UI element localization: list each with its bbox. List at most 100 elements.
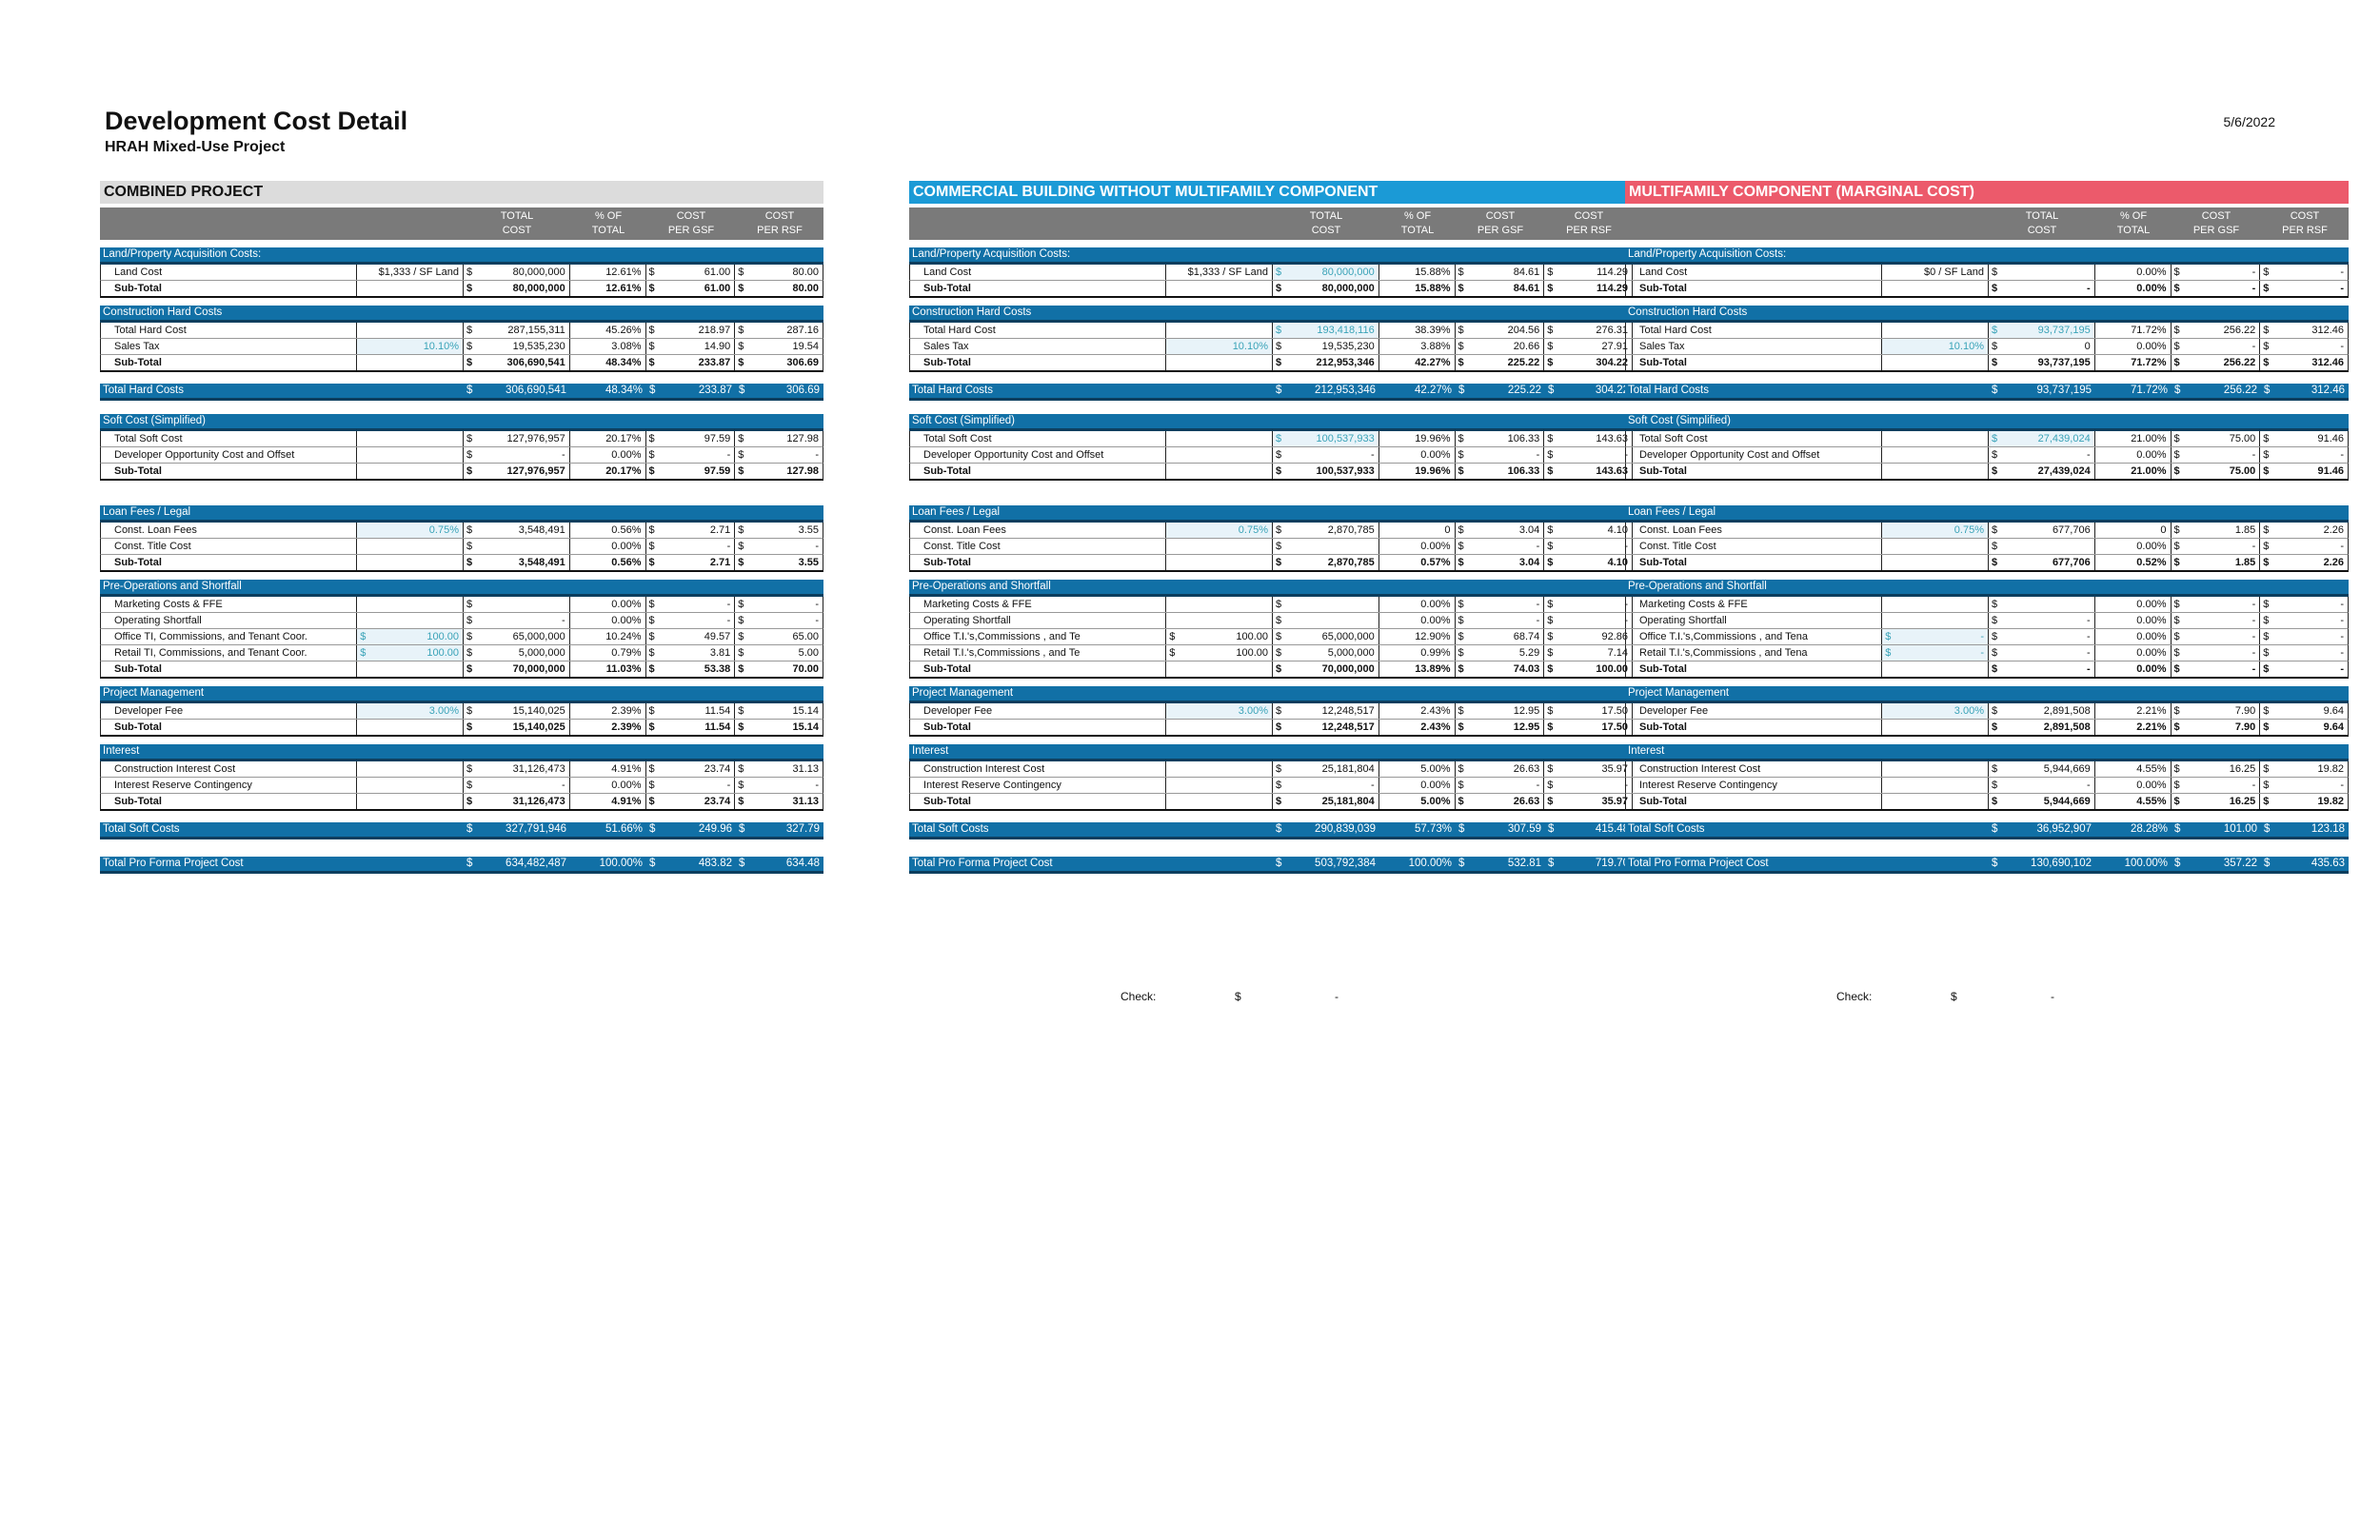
currency-symbol: $ [1992, 433, 1998, 444]
currency-symbol: $ [2174, 858, 2181, 869]
currency-symbol: $ [466, 647, 473, 659]
cell-value: 9.64 [2323, 705, 2344, 717]
value-cell: 0.99% [1379, 645, 1456, 661]
currency-symbol: $ [1276, 823, 1282, 835]
assumption-cell [1882, 661, 1989, 677]
cost-table-1: COMMERCIAL BUILDING WITHOUT MULTIFAMILY … [909, 181, 1633, 879]
row-spacer [1625, 839, 2349, 845]
column-header: COST PER GSF [1456, 207, 1545, 240]
line-item-label: Sub-Total [910, 794, 1167, 809]
assumption-cell[interactable]: 10.10% [357, 339, 464, 354]
value-cell: $92.86 [1544, 629, 1632, 644]
group-header: Land/Property Acquisition Costs: [100, 247, 823, 265]
cell-value: 5,000,000 [518, 647, 565, 659]
column-header-line: TOTAL [1309, 210, 1343, 222]
currency-symbol: $ [466, 449, 473, 461]
assumption-cell[interactable]: $ - [1882, 629, 1989, 644]
cell-value: 127,976,957 [506, 433, 565, 444]
value-cell: $276.31 [1544, 323, 1632, 338]
total-label: Total Hard Costs [1628, 385, 1710, 396]
cell-value: 0.57% [1420, 557, 1451, 568]
value-cell: $ - [2260, 339, 2348, 354]
cell-value: 5.00% [1420, 796, 1451, 807]
value-cell: $12.95 [1456, 720, 1545, 735]
cell-value: 5.29 [1518, 647, 1540, 659]
currency-symbol: $ [466, 823, 473, 835]
value-cell: $97.59 [646, 431, 736, 446]
line-item-label: Sub-Total [101, 555, 358, 570]
value-cell: $ - [2260, 539, 2348, 554]
currency-symbol: $ [1458, 524, 1464, 536]
value-cell: $91.46 [2260, 431, 2348, 446]
cell-value: 634,482,487 [506, 858, 566, 869]
assumption-cell[interactable]: 3.00% [1882, 703, 1989, 719]
assumption-cell[interactable]: $100.00 [357, 645, 464, 661]
currency-symbol: $ [1548, 858, 1555, 869]
assumption-cell[interactable]: 3.00% [357, 703, 464, 719]
currency-symbol: $ [1276, 325, 1282, 336]
currency-symbol: $ [1992, 325, 1998, 336]
currency-symbol: $ [648, 780, 655, 791]
column-header-line: % OF [594, 210, 623, 222]
currency-symbol: $ [1547, 780, 1554, 791]
assumption-cell[interactable]: 0.75% [357, 523, 464, 538]
assumption-cell[interactable]: 3.00% [1166, 703, 1273, 719]
currency-symbol: $ [1547, 599, 1554, 610]
line-item-row: Office T.I.'s,Commissions , and Tena $ - $ -… [1625, 629, 2349, 645]
cell-value: 327.79 [785, 823, 820, 835]
cell-value: 327,791,946 [506, 823, 566, 835]
value-cell: $ - [2260, 281, 2348, 296]
currency-symbol: $ [738, 541, 744, 552]
currency-symbol: $ [1992, 823, 1998, 835]
column-header-line: PER GSF [667, 225, 715, 236]
line-item-row: Interest Reserve Contingency $ -0.00% $ - $ - [100, 778, 823, 794]
cell-value: 12.95 [1513, 721, 1540, 733]
cell-value: 0.00% [1420, 449, 1451, 461]
value-cell: $ - [735, 447, 823, 463]
subtotal-row: Sub-Total $677,706 0.52% $1.85 $2.26 [1625, 555, 2349, 572]
subtotal-row: Sub-Total $93,737,195 71.72% $256.22 $312.46 [1625, 355, 2349, 372]
assumption-value: 10.10% [1948, 341, 1984, 352]
currency-symbol: $ [2263, 763, 2270, 775]
value-cell: $16.25 [2172, 761, 2261, 777]
cell-value: - [1624, 780, 1628, 791]
currency-symbol: $ [466, 615, 473, 626]
assumption-cell[interactable]: 0.75% [1166, 523, 1273, 538]
line-item-row: Land Cost $1,333 / SF Land $80,000,000 12.6… [100, 265, 823, 281]
cell-value: 17.50 [1601, 705, 1628, 717]
value-cell: $68.74 [1456, 629, 1545, 644]
cell-value: 0.99% [1420, 647, 1451, 659]
currency-symbol: $ [1547, 631, 1554, 642]
assumption-cell [1882, 539, 1989, 554]
assumption-cell[interactable]: 0.75% [1882, 523, 1989, 538]
assumption-cell [357, 778, 464, 793]
currency-symbol: $ [2174, 385, 2181, 396]
value-cell: $31.13 [735, 794, 823, 809]
check-label: Check: [1121, 990, 1157, 1003]
cell-value: 4.10 [1607, 557, 1628, 568]
column-header-row: TOTAL COST % OF TOTAL COST PER GSF COST PER RSF [1625, 207, 2349, 240]
value-cell: $23.74 [646, 761, 736, 777]
cell-value: 20.17% [605, 465, 642, 477]
line-item-label: Retail T.I.'s,Commissions , and Tena [1626, 645, 1883, 661]
value-cell: 0.00% [2095, 539, 2172, 554]
cell-value: 49.57 [704, 631, 731, 642]
cell-value: - [1536, 449, 1540, 461]
cell-value: 7.90 [2234, 721, 2256, 733]
column-header-row: TOTAL COST % OF TOTAL COST PER GSF COST PER RSF [100, 207, 823, 240]
assumption-cell[interactable]: $ - [1882, 645, 1989, 661]
total-label: Total Pro Forma Project Cost [103, 858, 244, 869]
value-cell: $74.03 [1456, 661, 1545, 677]
currency-symbol: $ [1547, 705, 1554, 717]
cell-value: 65,000,000 [1321, 631, 1375, 642]
assumption-cell[interactable]: 10.10% [1166, 339, 1273, 354]
line-item-label: Operating Shortfall [1626, 613, 1883, 628]
cell-value: - [2251, 449, 2256, 461]
value-cell: $26.63 [1456, 794, 1545, 809]
assumption-cell[interactable]: $100.00 [357, 629, 464, 644]
assumption-cell[interactable]: 10.10% [1882, 339, 1989, 354]
value-cell: $ - [2172, 613, 2261, 628]
assumption-value: 3.00% [1954, 705, 1984, 717]
cell-value: - [1371, 780, 1375, 791]
column-header-blank [909, 207, 1273, 240]
